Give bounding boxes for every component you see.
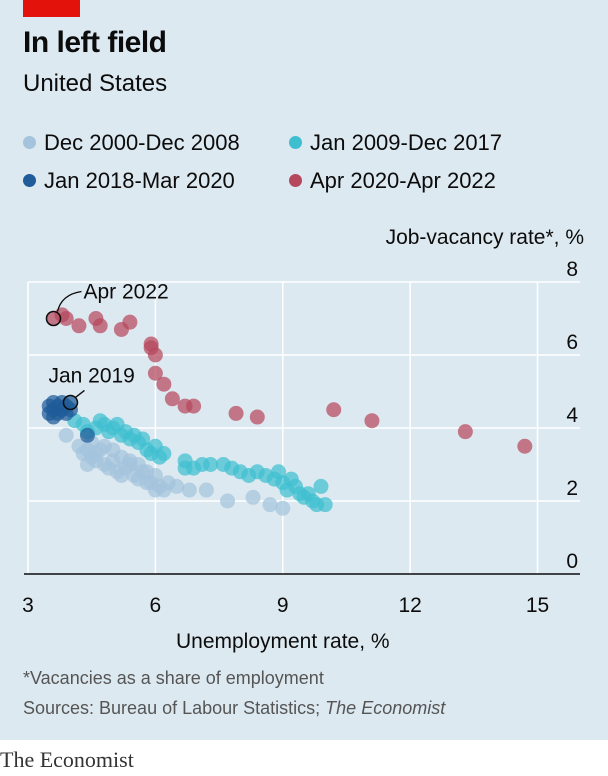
data-point-series-4 [186,398,202,414]
y-tick-label: 8 [566,258,578,281]
data-point-series-4 [364,413,380,429]
data-point-series-4 [147,347,163,363]
data-point-series-2 [266,471,282,487]
data-point-series-2 [317,497,333,513]
data-point-series-2 [313,478,329,494]
y-tick-label: 2 [566,477,578,500]
axis-layer: 0 2 4 6 8 3 6 9 12 15 Unemployment rate, % Job-vaca… [22,226,584,653]
annotation-label: Apr 2022 [83,281,168,304]
x-tick-label: 12 [398,594,421,617]
legend-label-series-2: Jan 2009-Dec 2017 [310,130,503,155]
x-tick-label: 6 [150,594,162,617]
data-point-series-4 [164,391,180,407]
legend-dot-series-4 [289,174,302,187]
data-point-series-4 [58,311,74,326]
legend-label-series-4: Apr 2020-Apr 2022 [310,168,496,193]
data-point-series-4 [249,409,265,425]
x-tick-label: 15 [526,594,549,617]
data-point-series-1 [79,442,95,458]
data-point-series-4 [156,376,172,392]
legend-item-series-2: Jan 2009-Dec 2017 [289,130,502,156]
data-point-series-4 [517,438,533,454]
x-axis-title: Unemployment rate, % [176,630,390,653]
data-point-series-1 [147,467,163,483]
legend-label-series-3: Jan 2018-Mar 2020 [44,168,235,193]
data-point-series-3 [45,409,61,425]
data-point-series-2 [194,457,210,472]
data-point-series-1 [262,497,278,513]
legend-dot-series-1 [23,136,36,149]
annotation-leader [56,290,82,312]
data-point-series-4 [228,405,244,421]
y-tick-label: 0 [566,550,578,573]
annotation-leader [75,389,85,398]
chart-subtitle: United States [23,70,168,97]
data-point-series-4 [147,365,163,381]
source-text: Sources: Bureau of Labour Statistics; [23,698,326,718]
data-point-series-1 [169,478,185,494]
annotation-marker [62,394,79,411]
source-line: Sources: Bureau of Labour Statistics; Th… [23,698,445,719]
y-axis-title: Job-vacancy rate*, % [386,226,584,249]
legend-item-series-1: Dec 2000-Dec 2008 [23,130,240,156]
source-italic: The Economist [325,698,446,718]
x-tick-label: 3 [22,594,34,617]
data-point-series-4 [71,318,87,334]
data-point-series-1 [245,489,261,505]
data-point-series-2 [177,460,193,476]
annotation-label: Jan 2019 [48,364,134,387]
legend-dot-series-2 [289,136,302,149]
brand-wordmark: The Economist [0,747,134,772]
chart-title: In left field [23,26,167,59]
legend-label-series-1: Dec 2000-Dec 2008 [44,130,240,155]
data-point-series-1 [198,482,214,498]
annotation-layer: Apr 2022 Jan 2019 [45,281,169,411]
y-tick-label: 4 [566,404,578,427]
data-point-series-1 [275,500,291,516]
footnote: *Vacancies as a share of employment [23,668,324,688]
data-point-series-1 [181,482,197,498]
data-point-series-4 [92,318,108,334]
legend-item-series-3: Jan 2018-Mar 2020 [23,168,235,194]
data-point-series-4 [122,314,138,330]
chart-panel: In left field United States Dec 2000-Dec… [0,0,608,740]
brand-red-tag [23,0,80,17]
scatter-chart: 0 2 4 6 8 3 6 9 12 15 Unemployment rate, % Job-vaca… [22,226,584,653]
legend-item-series-4: Apr 2020-Apr 2022 [289,168,496,194]
data-point-series-4 [457,424,473,440]
data-point-series-3 [79,427,95,443]
annotation-marker [45,310,62,327]
x-tick-label: 9 [277,594,289,617]
legend-dot-series-3 [23,174,36,187]
data-point-series-2 [283,471,299,487]
data-point-series-1 [58,427,74,443]
y-tick-label: 6 [566,331,578,354]
points-layer [41,307,533,516]
data-point-series-4 [326,402,342,418]
data-point-series-1 [220,493,236,509]
data-point-series-2 [156,446,172,462]
